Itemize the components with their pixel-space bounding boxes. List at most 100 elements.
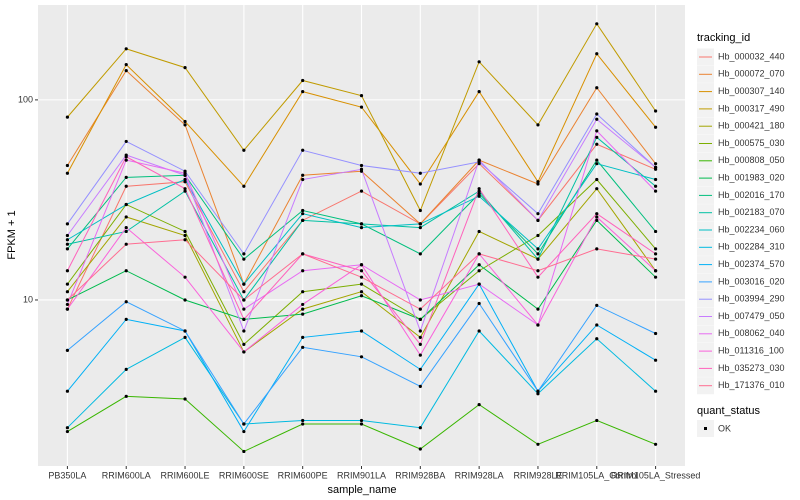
- legend-label: Hb_002016_170: [718, 190, 785, 200]
- point: [65, 115, 70, 119]
- point: [536, 182, 540, 186]
- point: [301, 269, 305, 273]
- point: [65, 307, 70, 311]
- point: [65, 247, 70, 251]
- point: [242, 329, 246, 333]
- point: [65, 298, 70, 302]
- point: [595, 218, 599, 222]
- point: [65, 282, 70, 286]
- point: [359, 282, 364, 286]
- x-tick-label: PB350LA: [48, 470, 86, 480]
- point: [124, 47, 128, 51]
- point: [477, 187, 481, 191]
- legend-label: Hb_000072_070: [718, 69, 785, 79]
- point: [65, 233, 70, 238]
- point: [183, 397, 187, 401]
- point: [536, 180, 540, 184]
- point: [595, 337, 599, 341]
- point: [653, 125, 658, 129]
- point: [124, 225, 128, 230]
- legend-title: tracking_id: [697, 32, 750, 44]
- legend-label: Hb_003016_020: [718, 276, 785, 286]
- point: [653, 275, 658, 279]
- point: [477, 263, 481, 267]
- point: [183, 233, 187, 238]
- point: [183, 177, 187, 182]
- point: [65, 222, 70, 226]
- point: [183, 238, 187, 242]
- point: [418, 171, 422, 175]
- point: [536, 269, 540, 273]
- point: [65, 242, 70, 246]
- shape-legend-title: quant_status: [697, 405, 760, 417]
- point: [653, 269, 658, 273]
- point: [124, 269, 128, 273]
- point: [301, 218, 305, 222]
- point: [65, 163, 70, 168]
- legend-label: Hb_002183_070: [718, 207, 785, 217]
- point: [124, 317, 128, 321]
- point: [418, 307, 422, 311]
- x-tick-label: RRIM901LA: [337, 470, 386, 480]
- point: [418, 329, 422, 333]
- point: [65, 171, 70, 175]
- point: [301, 307, 305, 311]
- y-axis-label: FPKM + 1: [6, 210, 18, 259]
- point: [359, 275, 364, 279]
- point: [242, 257, 246, 261]
- point: [418, 447, 422, 451]
- point: [418, 208, 422, 213]
- point: [653, 389, 658, 393]
- point: [242, 148, 246, 152]
- point: [65, 426, 70, 430]
- point: [477, 403, 481, 407]
- point: [359, 422, 364, 426]
- point: [536, 233, 540, 238]
- point: [536, 392, 540, 396]
- point: [124, 394, 128, 398]
- point: [301, 173, 305, 177]
- point: [595, 212, 599, 216]
- point: [536, 275, 540, 279]
- point: [477, 192, 481, 196]
- point: [301, 422, 305, 426]
- point: [183, 187, 187, 191]
- point: [242, 449, 246, 454]
- point: [418, 317, 422, 321]
- point: [477, 329, 481, 333]
- point: [653, 442, 658, 446]
- point: [124, 139, 128, 144]
- point: [359, 418, 364, 423]
- point: [477, 301, 481, 306]
- x-tick-label: RRIM105LA_Control: [555, 470, 638, 480]
- point: [124, 300, 128, 304]
- point: [124, 69, 128, 73]
- point: [477, 90, 481, 94]
- point: [418, 384, 422, 388]
- point: [418, 367, 422, 371]
- y-tick-label: 100: [18, 94, 33, 104]
- point: [183, 298, 187, 302]
- point: [124, 184, 128, 188]
- point: [418, 298, 422, 302]
- point: [595, 129, 599, 133]
- point: [242, 342, 246, 346]
- legend-label: Hb_171376_010: [718, 380, 785, 390]
- point: [301, 290, 305, 294]
- point: [301, 345, 305, 349]
- point: [653, 109, 658, 113]
- point: [359, 222, 364, 226]
- point: [183, 329, 187, 333]
- point: [124, 229, 128, 234]
- point: [595, 52, 599, 56]
- point: [65, 238, 70, 242]
- point: [65, 290, 70, 294]
- y-tick-label: 10: [23, 294, 33, 304]
- point: [359, 167, 364, 171]
- point: [595, 247, 599, 251]
- point: [359, 263, 364, 267]
- point: [595, 162, 599, 166]
- point: [595, 135, 599, 139]
- point: [536, 218, 540, 222]
